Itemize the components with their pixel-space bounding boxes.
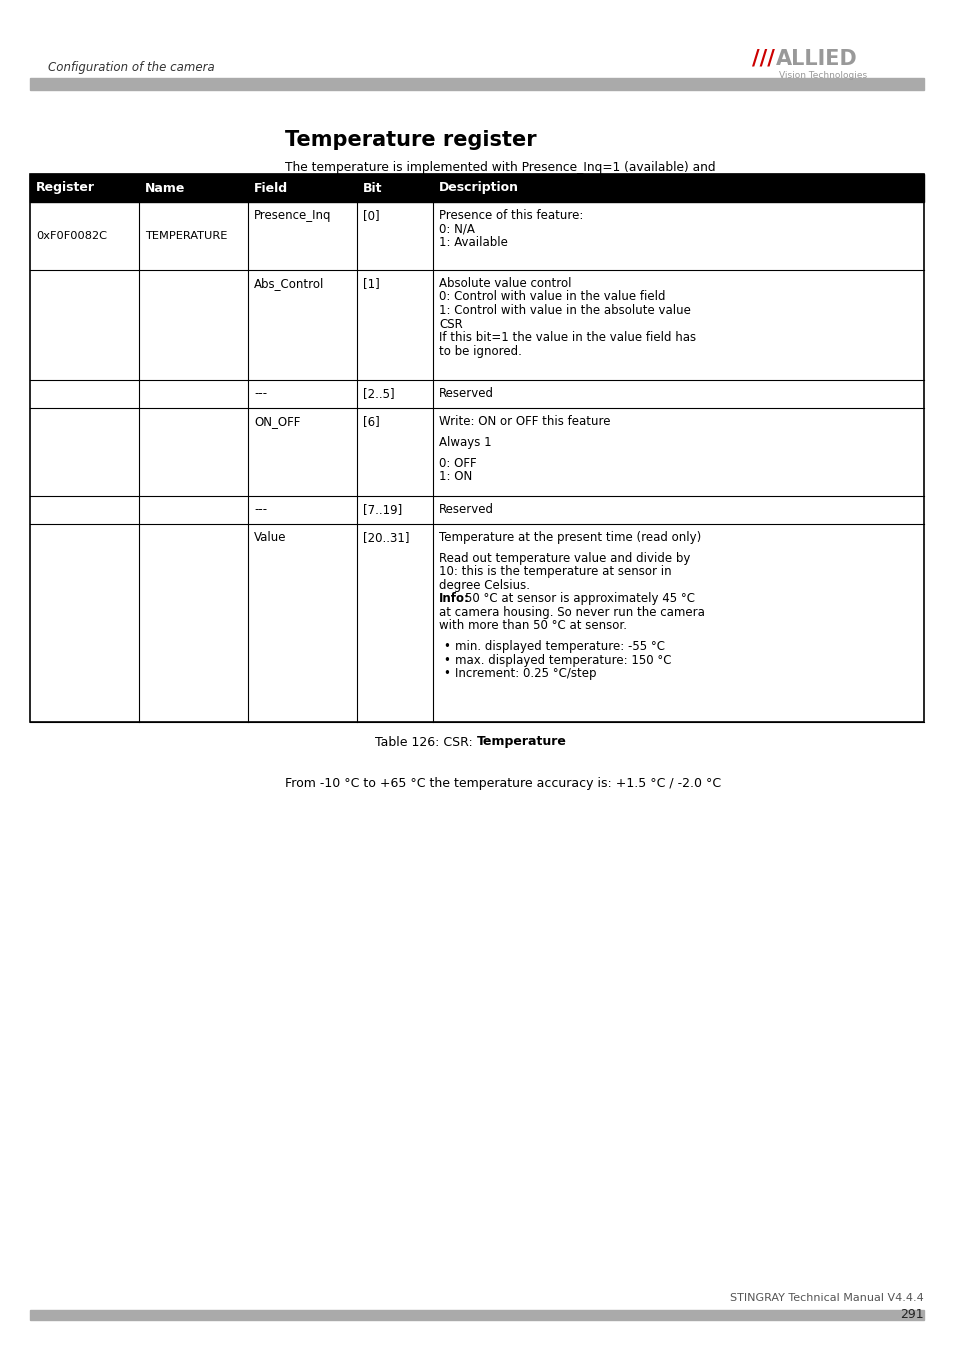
- Text: Name: Name: [145, 181, 185, 194]
- Text: 50 °C at sensor is approximately 45 °C: 50 °C at sensor is approximately 45 °C: [465, 593, 695, 605]
- Text: ALLIED: ALLIED: [775, 49, 857, 69]
- Bar: [30, 78, 923, 90]
- Text: 1: ON: 1: ON: [438, 470, 472, 483]
- Text: Increment: 0.25 °C/step: Increment: 0.25 °C/step: [455, 667, 596, 680]
- Text: From -10 °C to +65 °C the temperature accuracy is: +1.5 °C / -2.0 °C: From -10 °C to +65 °C the temperature ac…: [285, 778, 720, 791]
- Text: to be ignored.: to be ignored.: [438, 344, 521, 358]
- Text: STINGRAY Technical Manual V4.4.4: STINGRAY Technical Manual V4.4.4: [729, 1293, 923, 1303]
- Text: Register: Register: [36, 181, 95, 194]
- Text: Reserved: Reserved: [438, 387, 494, 400]
- Text: ---: ---: [253, 504, 267, 516]
- Text: 1: Available: 1: Available: [438, 236, 508, 248]
- Text: ---: ---: [253, 387, 267, 400]
- Text: Read out temperature value and divide by: Read out temperature value and divide by: [438, 552, 690, 564]
- Text: Vision Technologies: Vision Technologies: [779, 70, 866, 80]
- Text: [1]: [1]: [363, 277, 379, 290]
- Text: Reserved: Reserved: [438, 504, 494, 516]
- Text: [7..19]: [7..19]: [363, 504, 402, 516]
- Text: 10: this is the temperature at sensor in: 10: this is the temperature at sensor in: [438, 566, 671, 578]
- Text: [0]: [0]: [363, 209, 379, 221]
- Text: Table 126: CSR: Temperature: Table 126: CSR: Temperature: [386, 736, 567, 748]
- Text: Abs_Control: Abs_Control: [253, 277, 324, 290]
- Bar: [30, 174, 923, 202]
- Text: with more than 50 °C at sensor.: with more than 50 °C at sensor.: [438, 620, 626, 632]
- Text: Presence of this feature:: Presence of this feature:: [438, 209, 583, 221]
- Bar: [30, 174, 923, 722]
- Text: Info:: Info:: [438, 593, 470, 605]
- Text: 0: N/A: 0: N/A: [438, 223, 475, 235]
- Text: Field: Field: [253, 181, 288, 194]
- Text: Absolute value control: Absolute value control: [438, 277, 571, 290]
- Text: 0: OFF: 0: OFF: [438, 456, 476, 470]
- Text: Temperature at the present time (read only): Temperature at the present time (read on…: [438, 531, 700, 544]
- Text: Temperature register: Temperature register: [285, 130, 536, 150]
- Text: Always 1: Always 1: [438, 436, 492, 450]
- Bar: [30, 1310, 923, 1320]
- Text: Presence_Inq: Presence_Inq: [253, 209, 332, 221]
- Text: max. displayed temperature: 150 °C: max. displayed temperature: 150 °C: [455, 653, 671, 667]
- Text: [20..31]: [20..31]: [363, 531, 409, 544]
- Text: 0xF0F0082C: 0xF0F0082C: [36, 231, 107, 242]
- Text: Value: Value: [253, 531, 286, 544]
- Text: TEMPERATURE: TEMPERATURE: [145, 231, 227, 242]
- Text: [6]: [6]: [363, 414, 379, 428]
- Text: degree Celsius.: degree Celsius.: [438, 579, 530, 591]
- Text: Temperature: Temperature: [476, 736, 566, 748]
- Text: The temperature is implemented with Presence_Inq=1 (available) and: The temperature is implemented with Pres…: [285, 162, 715, 174]
- Text: [2..5]: [2..5]: [363, 387, 395, 400]
- Text: Write: ON or OFF this feature: Write: ON or OFF this feature: [438, 414, 610, 428]
- Text: If this bit=1 the value in the value field has: If this bit=1 the value in the value fie…: [438, 331, 696, 344]
- Text: ///: ///: [751, 49, 774, 69]
- Text: •: •: [443, 640, 450, 653]
- Text: 1: Control with value in the absolute value: 1: Control with value in the absolute va…: [438, 304, 690, 317]
- Text: ON_OFF [6] always ON according to IIDC V1.31:: ON_OFF [6] always ON according to IIDC V…: [285, 177, 576, 190]
- Text: min. displayed temperature: -55 °C: min. displayed temperature: -55 °C: [455, 640, 664, 653]
- Text: •: •: [443, 667, 450, 680]
- Text: •: •: [443, 653, 450, 667]
- Text: at camera housing. So never run the camera: at camera housing. So never run the came…: [438, 606, 704, 618]
- Text: ON_OFF: ON_OFF: [253, 414, 300, 428]
- Text: 0: Control with value in the value field: 0: Control with value in the value field: [438, 290, 665, 304]
- Text: Configuration of the camera: Configuration of the camera: [48, 61, 214, 73]
- Text: Description: Description: [438, 181, 518, 194]
- Text: Bit: Bit: [363, 181, 382, 194]
- Text: Table 126: CSR:: Table 126: CSR:: [375, 736, 476, 748]
- Text: CSR: CSR: [438, 317, 462, 331]
- Text: 291: 291: [900, 1308, 923, 1320]
